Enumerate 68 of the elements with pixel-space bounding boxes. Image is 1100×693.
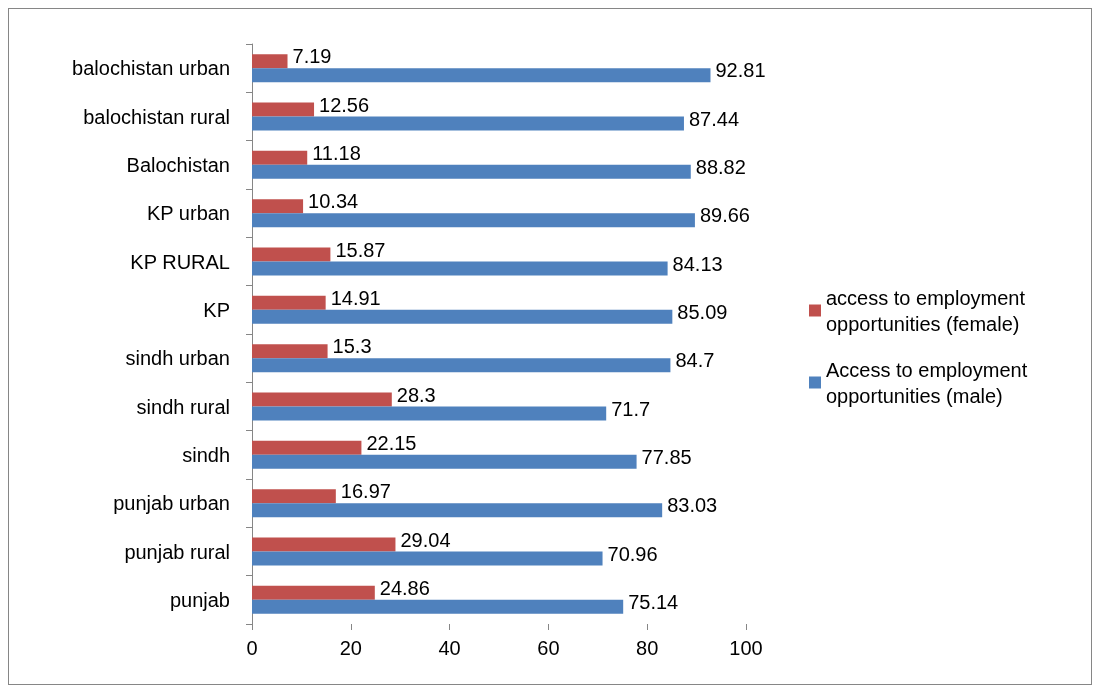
y-tick-label: punjab: [169, 588, 230, 611]
y-tick-label: KP urban: [146, 202, 230, 225]
y-tick-label: Balochistan: [126, 153, 230, 176]
bar: [252, 440, 362, 455]
bar: [252, 309, 673, 324]
data-label: 29.04: [400, 528, 451, 551]
data-label: 24.86: [379, 576, 430, 599]
bar: [252, 454, 637, 469]
data-label: 14.91: [330, 286, 381, 309]
data-label: 88.82: [695, 155, 746, 178]
data-label: 28.3: [396, 383, 436, 406]
bar: [252, 406, 607, 421]
y-tick-label: KP: [203, 298, 230, 321]
bar: [252, 102, 315, 117]
bar: [252, 503, 663, 518]
bar: [252, 247, 331, 262]
bar: [252, 358, 671, 373]
bar: [252, 551, 603, 566]
data-label: 7.19: [292, 45, 332, 68]
data-label: 70.96: [607, 542, 658, 565]
bar: [252, 116, 684, 131]
x-tick-label: 60: [537, 637, 560, 659]
data-label: 16.97: [340, 480, 391, 503]
bar: [252, 261, 668, 276]
data-label: 83.03: [667, 494, 718, 517]
data-label: 89.66: [699, 204, 750, 227]
y-tick-label: sindh rural: [136, 395, 230, 418]
data-label: 11.18: [312, 141, 361, 164]
bar: [252, 199, 304, 214]
bar: [252, 150, 308, 165]
bar: [252, 344, 328, 359]
bar: [252, 54, 288, 69]
data-label: 75.14: [628, 590, 679, 613]
data-label: 15.87: [335, 238, 386, 261]
data-label: 84.7: [675, 349, 715, 372]
data-label: 87.44: [688, 107, 740, 130]
bar: [252, 392, 392, 407]
y-tick-label: sindh: [182, 443, 230, 466]
data-label: 77.85: [641, 445, 692, 468]
bar: [252, 68, 711, 83]
legend-label: Access to employment opportunities (male): [826, 358, 1033, 407]
bar: [252, 599, 624, 614]
data-label: 85.09: [677, 300, 728, 323]
bar: [252, 537, 396, 552]
y-tick-label: balochistan rural: [83, 105, 230, 128]
y-tick-label: punjab urban: [113, 492, 230, 515]
y-tick-label: KP RURAL: [130, 250, 230, 273]
x-tick-label: 80: [636, 637, 659, 659]
legend-label: access to employment opportunities (female): [826, 286, 1031, 335]
data-label: 12.56: [319, 93, 370, 116]
bar: [252, 164, 691, 179]
x-tick-label: 100: [729, 637, 763, 659]
bar: [252, 213, 695, 228]
x-tick-label: 40: [438, 637, 461, 659]
data-label: 15.3: [332, 335, 372, 358]
y-tick-label: balochistan urban: [72, 57, 230, 80]
data-label: 22.15: [366, 431, 417, 454]
bar: [252, 489, 336, 504]
data-label: 92.81: [715, 59, 766, 82]
x-tick-label: 0: [246, 637, 258, 659]
bar: [252, 295, 326, 310]
x-tick-label: 20: [339, 637, 362, 659]
data-label: 10.34: [308, 190, 359, 213]
data-label: 71.7: [611, 397, 651, 420]
y-tick-label: punjab rural: [124, 540, 230, 563]
y-tick-label: sindh urban: [125, 347, 230, 370]
data-label: 84.13: [672, 252, 723, 275]
bar: [252, 585, 375, 600]
